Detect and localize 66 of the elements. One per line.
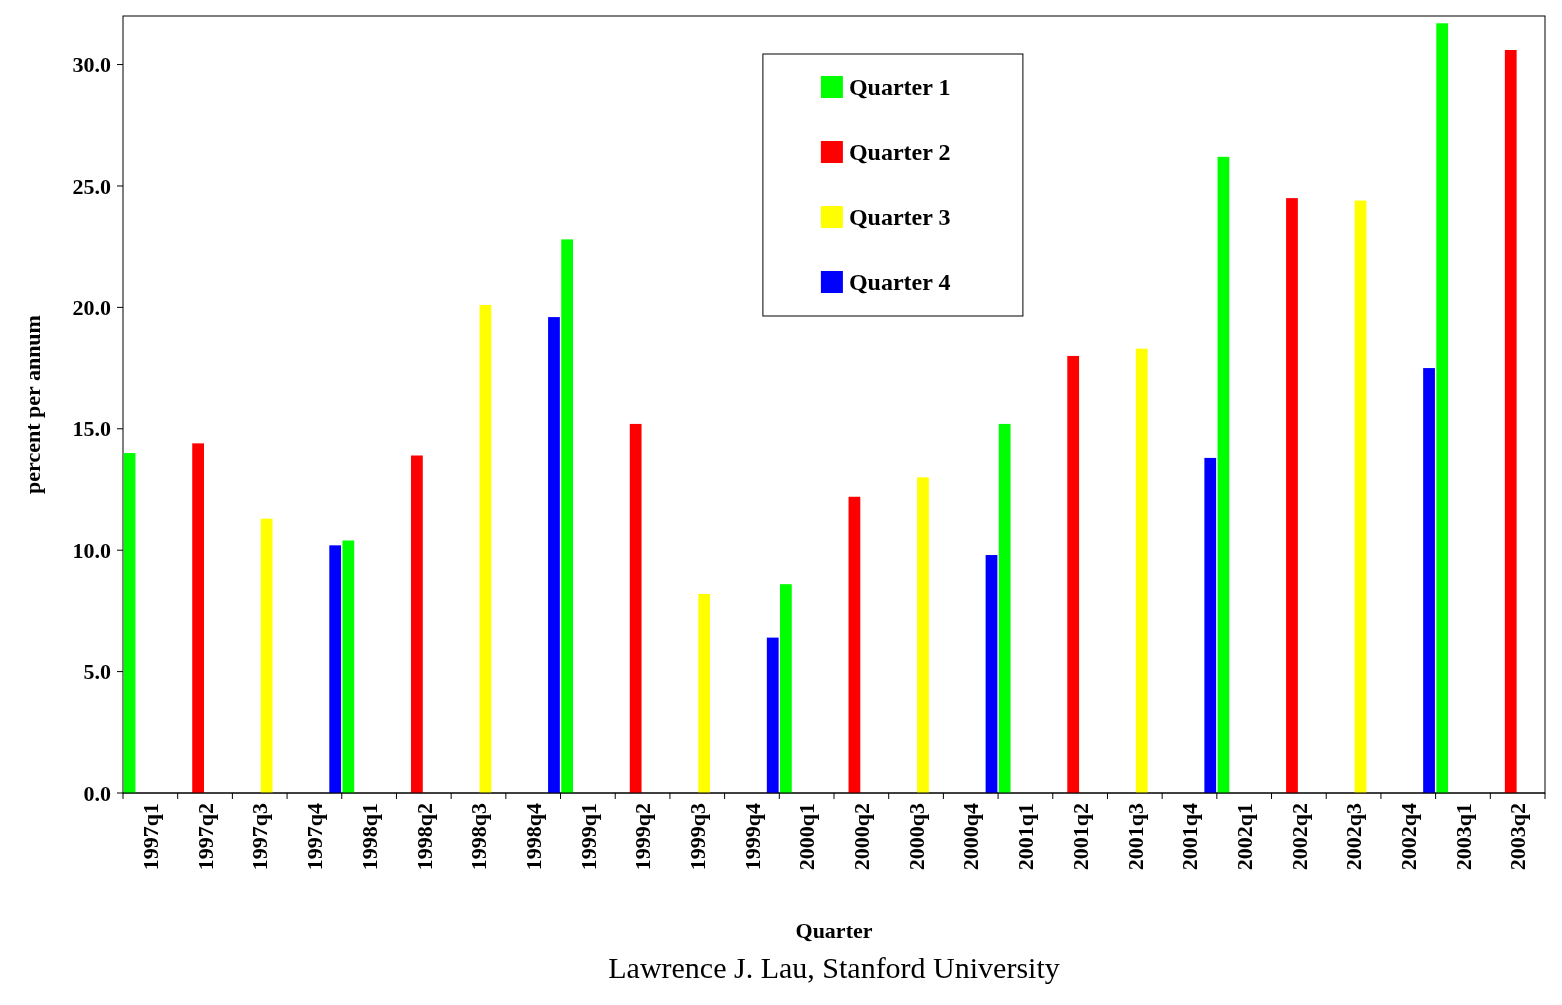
bar — [917, 477, 929, 793]
bar — [1354, 200, 1367, 793]
text: Lawrence J. Lau, Stanford University — [608, 951, 1060, 984]
x-tick-label: 1998q2 — [411, 803, 437, 871]
y-tick-label: 0.0 — [83, 780, 111, 806]
legend-label: Quarter 4 — [848, 269, 951, 296]
x-tick-label: 1997q2 — [192, 803, 218, 871]
bar — [329, 545, 342, 793]
x-tick-label: 2000q4 — [958, 803, 984, 871]
bar — [411, 455, 423, 793]
bar — [1067, 355, 1080, 793]
x-tick-label: 1997q3 — [247, 803, 273, 871]
x-tick-label: 2003q1 — [1450, 803, 1476, 871]
legend-label: Quarter 1 — [848, 74, 951, 101]
y-tick-label: 5.0 — [83, 659, 111, 685]
bar — [342, 540, 355, 793]
bar — [1204, 457, 1217, 793]
x-tick-label: 2000q1 — [794, 803, 820, 871]
bar — [629, 423, 642, 793]
y-tick-label: 25.0 — [72, 173, 111, 199]
x-tick-label: 1998q1 — [356, 803, 382, 871]
bar — [698, 593, 711, 793]
x-tick-label: 1998q4 — [520, 803, 546, 871]
x-tick-label: 1998q3 — [466, 803, 492, 871]
x-tick-label: 2002q3 — [1341, 803, 1367, 871]
x-tick-label: 2001q2 — [1067, 803, 1093, 871]
bar — [766, 637, 779, 793]
x-tick-label: 2000q2 — [849, 803, 875, 871]
bar — [479, 304, 492, 793]
x-tick-label: 1997q4 — [302, 803, 328, 871]
x-tick-label: 2002q1 — [1231, 803, 1257, 871]
x-tick-label: 1999q4 — [739, 803, 765, 871]
bar — [780, 584, 792, 793]
legend-label: Quarter 2 — [848, 139, 951, 166]
bar — [1217, 156, 1230, 793]
x-tick-label: 2000q3 — [903, 803, 929, 871]
x-tick-label: 2001q3 — [1122, 803, 1148, 871]
bar — [1504, 49, 1517, 793]
bar — [1436, 23, 1449, 793]
x-tick-label: 1999q1 — [575, 803, 601, 871]
x-tick-label: 2003q2 — [1505, 803, 1531, 871]
y-tick-label: 15.0 — [72, 416, 111, 442]
y-tick-label: 20.0 — [72, 295, 111, 321]
x-tick-label: 1999q2 — [630, 803, 656, 871]
bar — [1135, 348, 1148, 793]
x-axis-title: Quarter — [795, 918, 873, 943]
x-tick-label: 2002q4 — [1395, 803, 1421, 871]
bar — [548, 317, 560, 793]
bar — [260, 518, 273, 793]
bar — [848, 496, 861, 793]
bar — [1286, 198, 1298, 793]
y-tick-label: 10.0 — [72, 537, 111, 563]
x-tick-label: 2002q2 — [1286, 803, 1312, 871]
y-axis-title: percent per annum — [20, 315, 45, 494]
x-tick-label: 2001q1 — [1013, 803, 1039, 871]
legend-label: Quarter 3 — [848, 204, 951, 231]
bar — [1423, 368, 1435, 793]
bar — [998, 423, 1011, 793]
bar — [561, 239, 573, 793]
x-tick-label: 2001q4 — [1177, 803, 1203, 871]
x-tick-label: 1999q3 — [684, 803, 710, 871]
bar — [123, 453, 136, 793]
bar — [985, 555, 998, 793]
bar — [192, 443, 204, 793]
y-tick-label: 30.0 — [72, 52, 111, 78]
x-tick-label: 1997q1 — [138, 803, 164, 871]
